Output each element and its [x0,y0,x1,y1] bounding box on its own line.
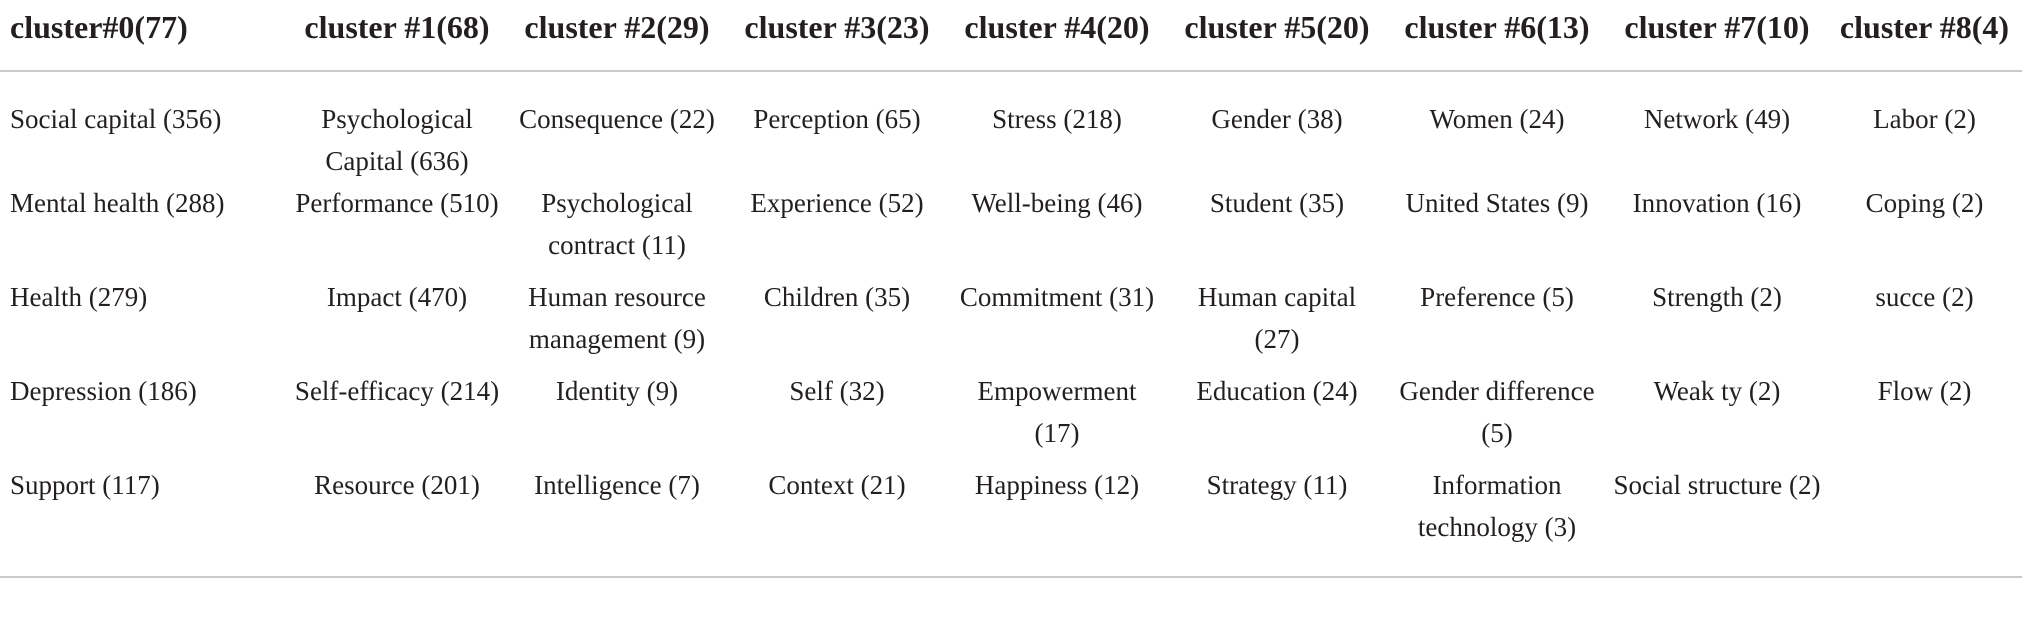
header-cluster-7: cluster #7(10) [1607,6,1827,72]
header-row: cluster#0(77) cluster #1(68) cluster #2(… [0,6,2022,72]
table-cell: Well-being (46) [971,188,1143,218]
header-cluster-1: cluster #1(68) [287,6,507,72]
table-cell: Strength (2) [1652,282,1782,312]
table-cell: Perception (65) [753,104,921,134]
table-cell: Consequence (22) [519,104,715,134]
table-cell: Empowerment (17) [977,376,1137,448]
table-cell: Intelligence (7) [507,464,727,578]
header-cluster-2: cluster #2(29) [507,6,727,72]
table-cell: Labor (2) [1873,104,1976,134]
table-cell: Resource (201) [287,464,507,578]
header-cluster-3: cluster #3(23) [727,6,947,72]
table-cell [1827,464,2022,578]
table-cell: Women (24) [1429,104,1565,134]
table-cell: Network (49) [1643,104,1791,134]
table-cell: Human capital (27) [1197,282,1357,354]
table-cell: Education (24) [1196,376,1358,406]
table-row: Depression (186) Self-efficacy (214) Ide… [0,370,2022,464]
table-cell: Weak ty (2) [1653,376,1781,406]
table-body: Social capital (356) Psychological Capit… [0,71,2022,578]
table-row: Health (279) Impact (470) Human resource… [0,276,2022,370]
header-cluster-8: cluster #8(4) [1827,6,2022,72]
table-cell: Context (21) [727,464,947,578]
table-cell: Depression (186) [10,376,197,406]
table-cell: Gender difference (5) [1399,376,1595,448]
table-cell: Impact (470) [326,282,468,312]
table-cell: Psychological contract (11) [541,188,693,260]
table-cell: Identity (9) [555,376,679,406]
table-cell: Experience (52) [750,188,924,218]
table-cell: Information technology (3) [1387,464,1607,578]
table-cell: Children (35) [763,282,911,312]
table-row: Social capital (356) Psychological Capit… [0,71,2022,182]
table-cell: Innovation (16) [1632,188,1802,218]
table-cell: Self (32) [789,376,885,406]
table-cell: Mental health (288) [10,188,225,218]
table-cell: Psychological Capital (636) [321,104,473,176]
table-row: Mental health (288) Performance (510) Ps… [0,182,2022,276]
cluster-keyword-table: cluster#0(77) cluster #1(68) cluster #2(… [0,6,2022,578]
table-cell: Performance (510) [295,188,499,218]
header-cluster-5: cluster #5(20) [1167,6,1387,72]
table-cell: Gender (38) [1211,104,1343,134]
table-cell: United States (9) [1405,188,1589,218]
table-cell: Support (117) [0,464,287,578]
header-cluster-4: cluster #4(20) [947,6,1167,72]
table-header: cluster#0(77) cluster #1(68) cluster #2(… [0,6,2022,72]
header-cluster-0: cluster#0(77) [0,6,287,72]
table-cell: Happiness (12) [947,464,1167,578]
header-cluster-6: cluster #6(13) [1387,6,1607,72]
table-cell: Coping (2) [1865,188,1984,218]
table-cell: Self-efficacy (214) [294,376,500,406]
table-cell: Social structure (2) [1607,464,1827,578]
table-cell: Flow (2) [1877,376,1972,406]
table-cell: succe (2) [1875,282,1974,312]
table-cell: Human resource management (9) [528,282,706,354]
table-cell: Student (35) [1209,188,1345,218]
table-cell: Commitment (31) [959,282,1155,312]
table-row: Support (117) Resource (201) Intelligenc… [0,464,2022,578]
table-cell: Stress (218) [992,104,1122,134]
table-cell: Health (279) [10,282,148,312]
table-cell: Preference (5) [1420,282,1574,312]
table-cell: Strategy (11) [1167,464,1387,578]
table-cell: Social capital (356) [10,104,222,134]
